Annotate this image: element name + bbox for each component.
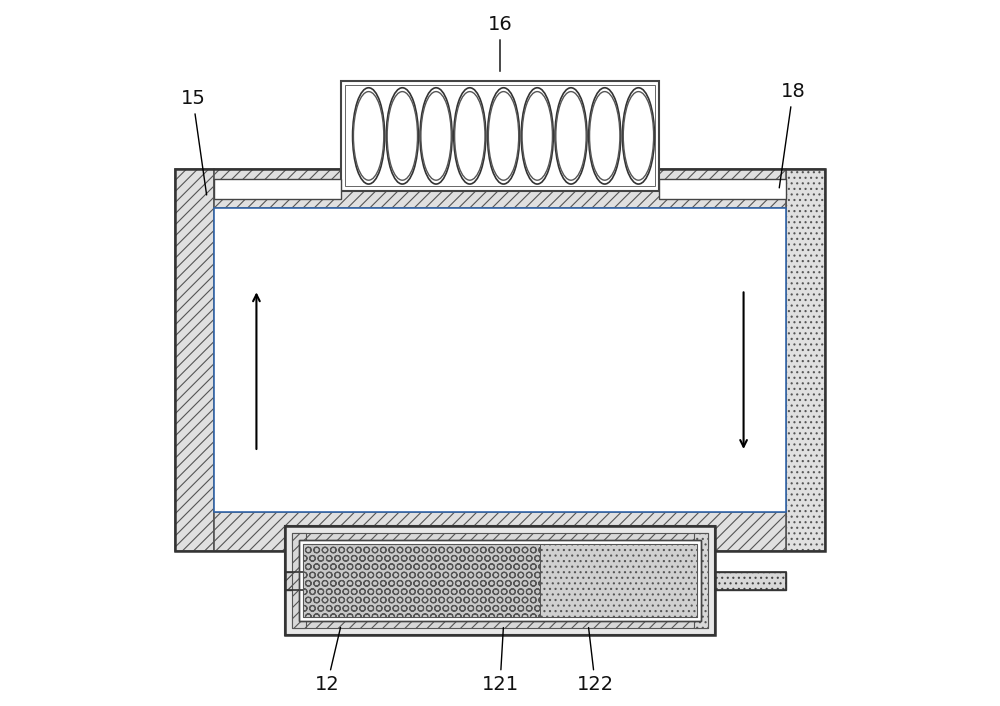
Text: 121: 121 <box>481 628 519 694</box>
Text: 12: 12 <box>315 628 341 694</box>
Bar <box>540 544 697 617</box>
Ellipse shape <box>623 92 654 180</box>
Ellipse shape <box>589 88 621 184</box>
Text: 16: 16 <box>488 16 512 71</box>
Bar <box>285 572 355 590</box>
Ellipse shape <box>421 92 451 180</box>
Bar <box>345 85 655 186</box>
Bar <box>285 526 715 635</box>
Bar <box>285 572 355 590</box>
Bar <box>299 540 701 621</box>
Ellipse shape <box>353 88 385 184</box>
Ellipse shape <box>555 88 587 184</box>
Ellipse shape <box>420 88 452 184</box>
Bar <box>694 533 708 628</box>
Bar <box>786 169 825 551</box>
Ellipse shape <box>556 92 586 180</box>
Bar <box>715 572 786 590</box>
Ellipse shape <box>454 88 486 184</box>
Bar <box>659 179 786 199</box>
Ellipse shape <box>387 92 418 180</box>
Bar <box>341 81 659 191</box>
Bar <box>292 533 306 628</box>
Ellipse shape <box>622 88 654 184</box>
Bar <box>715 572 786 590</box>
Ellipse shape <box>353 92 384 180</box>
Ellipse shape <box>590 92 620 180</box>
Bar <box>214 179 341 199</box>
Ellipse shape <box>521 88 553 184</box>
Ellipse shape <box>488 92 519 180</box>
Text: 15: 15 <box>180 90 207 195</box>
Bar <box>175 169 214 551</box>
Bar <box>214 169 786 208</box>
Bar <box>175 169 825 551</box>
Bar <box>285 526 715 635</box>
Ellipse shape <box>455 92 485 180</box>
Bar <box>214 208 786 512</box>
Bar <box>303 544 540 617</box>
Bar <box>299 540 701 621</box>
Text: 18: 18 <box>779 83 805 188</box>
Ellipse shape <box>386 88 418 184</box>
Bar <box>292 533 708 547</box>
Bar <box>214 512 786 551</box>
Ellipse shape <box>488 88 520 184</box>
Bar <box>303 544 697 617</box>
Ellipse shape <box>522 92 552 180</box>
Bar <box>292 614 708 628</box>
Text: 122: 122 <box>577 628 614 694</box>
